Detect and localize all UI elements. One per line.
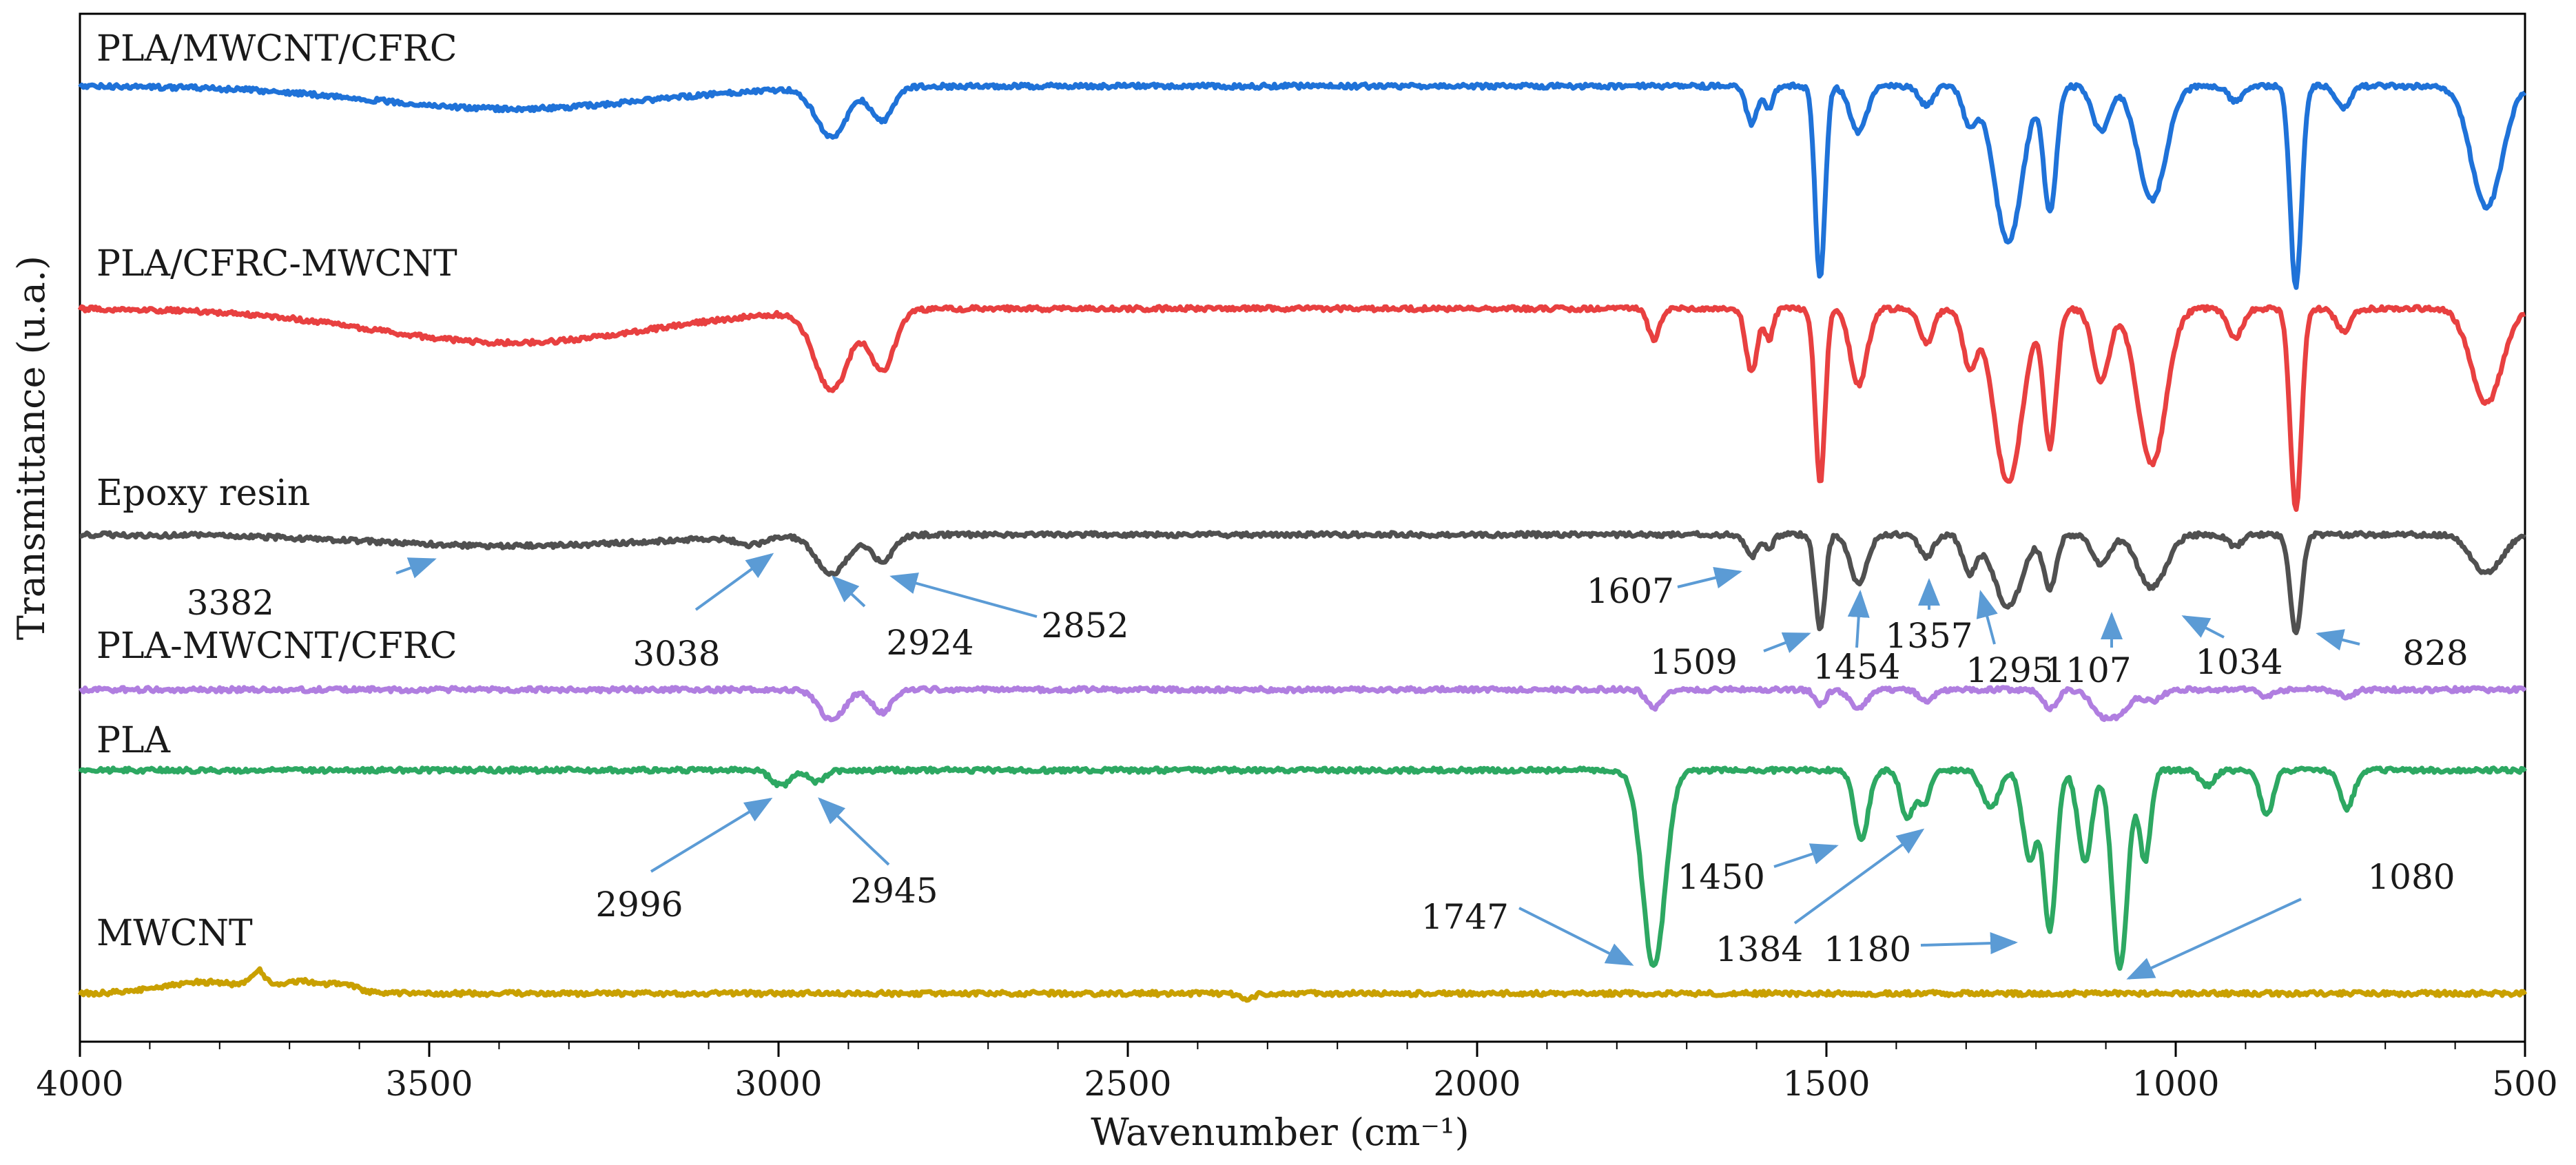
peak-arrow: [2181, 615, 2225, 639]
x-tick-label: 500: [2492, 1064, 2557, 1104]
series-line-epoxy-resin: [79, 530, 2526, 635]
series-line-pla-mwcnt-cfrc: [78, 81, 2527, 290]
peak-arrow: [889, 573, 1038, 618]
peak-arrow: [1793, 828, 1925, 925]
x-tick-label: 1500: [1782, 1064, 1870, 1104]
peak-label: 2945: [850, 871, 938, 911]
peak-label: 1450: [1678, 857, 1765, 897]
series-label: PLA-MWCNT/CFRC: [96, 626, 457, 667]
peak-arrow: [1677, 567, 1742, 589]
y-axis-title: Transmittance (u.a.): [10, 256, 53, 640]
series-line-pla: [78, 765, 2527, 971]
peak-arrow: [1920, 932, 2018, 955]
peak-arrow: [2316, 629, 2360, 651]
peak-arrow: [818, 797, 890, 866]
series-label: PLA: [96, 720, 172, 761]
annotations-layer: 3382 3038 2924 2852 1607 1509 1454135712951107…: [187, 553, 2469, 980]
x-tick-label: 3000: [734, 1064, 822, 1104]
peak-arrow: [2126, 898, 2302, 980]
x-axis: 4000 3500 3000 2500 2000 1500 1000 500: [36, 1042, 2558, 1104]
peak-label: 1295: [1966, 650, 2053, 690]
series-line-pla-cfrc-mwcnt: [77, 304, 2526, 512]
peak-label: 1107: [2043, 650, 2131, 690]
x-tick-label: 2000: [1433, 1064, 1521, 1104]
x-tick-label: 2500: [1084, 1064, 1171, 1104]
peak-arrow: [1976, 590, 1998, 645]
plot-frame: [79, 12, 2526, 1043]
x-tick-label: 4000: [36, 1064, 123, 1104]
peak-label: 828: [2402, 633, 2468, 673]
peak-label: 1034: [2195, 642, 2283, 682]
traces-layer: [77, 81, 2528, 1003]
peak-label: 1509: [1650, 642, 1738, 682]
peak-label: 2924: [886, 623, 973, 663]
peak-arrow: [650, 797, 773, 873]
peak-label: 3382: [187, 583, 274, 623]
series-labels-layer: PLA/MWCNT/CFRC PLA/CFRC-MWCNT Epoxy resin P…: [96, 28, 457, 954]
peak-arrow: [1773, 843, 1839, 868]
x-axis-title: Wavenumber (cm⁻¹): [1091, 1111, 1469, 1154]
series-line-pla-mwcnt-cfrc: [79, 685, 2527, 723]
x-tick-label: 3500: [385, 1064, 473, 1104]
x-tick-label: 1000: [2132, 1064, 2219, 1104]
peak-arrow: [832, 575, 866, 608]
peak-label: 1454: [1813, 647, 1900, 687]
series-label: PLA/CFRC-MWCNT: [96, 243, 457, 285]
series-label: Epoxy resin: [96, 473, 310, 514]
series-label: MWCNT: [96, 913, 253, 954]
peak-label: 1357: [1885, 616, 1972, 656]
peak-label: 1384: [1715, 929, 1803, 969]
peak-arrow: [1518, 907, 1634, 966]
peak-label: 2996: [595, 885, 683, 925]
peak-arrow: [694, 553, 774, 611]
peak-label: 3038: [632, 634, 720, 674]
peak-label: 1607: [1587, 571, 1674, 611]
peak-label: 1080: [2367, 857, 2455, 897]
peak-label: 1747: [1421, 897, 1509, 937]
peak-arrow: [395, 557, 437, 579]
series-label: PLA/MWCNT/CFRC: [96, 28, 457, 70]
peak-label: 2852: [1041, 606, 1129, 646]
peak-label: 1180: [1824, 929, 1911, 969]
peak-arrow: [1847, 590, 1870, 648]
peak-arrow: [1763, 632, 1811, 653]
series-line-mwcnt: [77, 966, 2528, 1003]
